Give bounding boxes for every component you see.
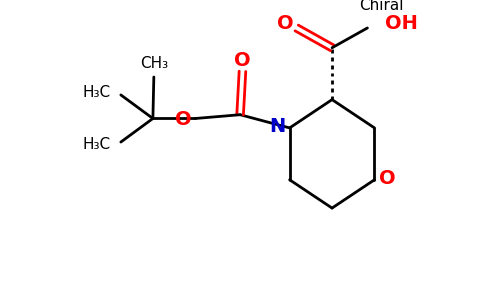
Text: O: O bbox=[234, 51, 251, 70]
Text: O: O bbox=[175, 110, 192, 129]
Text: CH₃: CH₃ bbox=[140, 56, 168, 71]
Text: H₃C: H₃C bbox=[82, 85, 110, 100]
Text: O: O bbox=[379, 169, 396, 188]
Text: N: N bbox=[270, 117, 286, 136]
Text: O: O bbox=[276, 14, 293, 33]
Text: H₃C: H₃C bbox=[82, 137, 110, 152]
Text: Chiral: Chiral bbox=[359, 0, 404, 13]
Text: OH: OH bbox=[385, 14, 418, 33]
